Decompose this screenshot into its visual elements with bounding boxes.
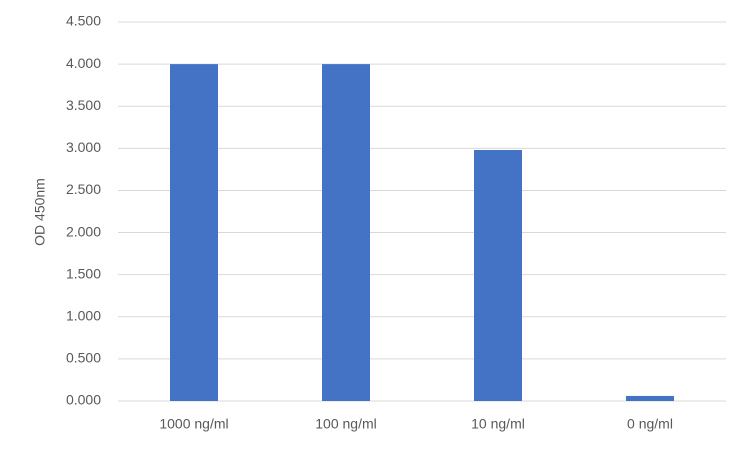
bar — [170, 64, 218, 401]
y-tick-label: 1.000 — [66, 307, 101, 323]
x-tick-label: 100 ng/ml — [315, 416, 376, 432]
x-tick-label: 0 ng/ml — [627, 416, 673, 432]
x-tick-label: 10 ng/ml — [471, 416, 525, 432]
y-tick-label: 3.000 — [66, 139, 101, 155]
y-axis-label: OD 450nm — [32, 178, 48, 246]
y-tick-label: 4.000 — [66, 55, 101, 71]
y-tick-label: 4.500 — [66, 13, 101, 29]
y-tick-label: 0.000 — [66, 392, 101, 408]
y-tick-label: 2.000 — [66, 223, 101, 239]
y-tick-label: 2.500 — [66, 181, 101, 197]
y-tick-label: 1.500 — [66, 265, 101, 281]
bar — [322, 64, 370, 401]
bar — [474, 150, 522, 401]
x-tick-label: 1000 ng/ml — [159, 416, 228, 432]
y-tick-label: 3.500 — [66, 97, 101, 113]
y-tick-label: 0.500 — [66, 350, 101, 366]
bar — [626, 395, 674, 401]
